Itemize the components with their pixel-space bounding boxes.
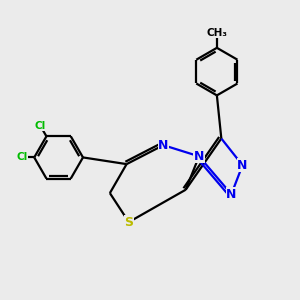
- Text: N: N: [158, 139, 169, 152]
- Text: CH₃: CH₃: [206, 28, 227, 38]
- Text: N: N: [226, 188, 237, 201]
- Text: Cl: Cl: [34, 121, 46, 130]
- Text: S: S: [124, 216, 133, 229]
- Text: N: N: [194, 150, 204, 163]
- Text: N: N: [237, 159, 248, 172]
- Text: Cl: Cl: [16, 152, 27, 162]
